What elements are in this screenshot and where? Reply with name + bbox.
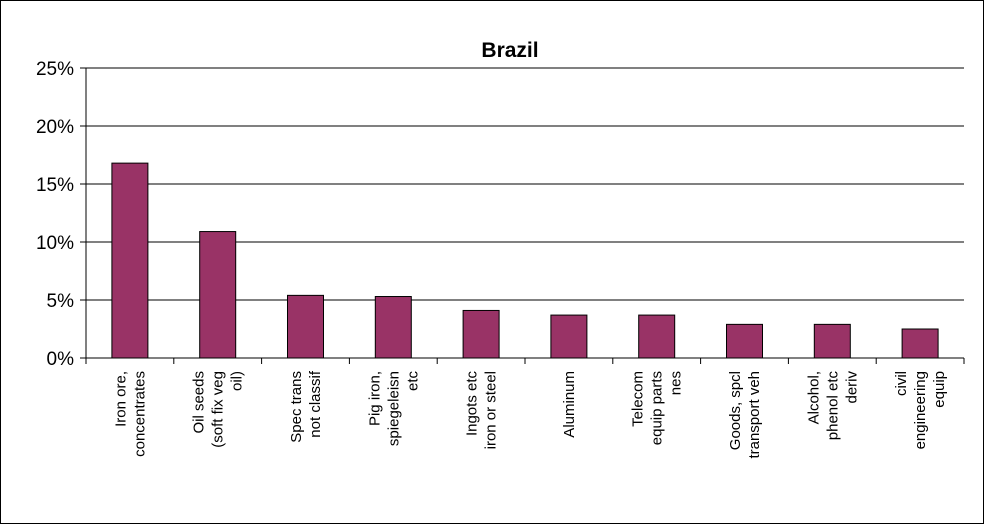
x-tick-label: Iron ore, concentrates (112, 371, 148, 457)
y-tick-label: 20% (36, 117, 74, 138)
x-tick-label-line: oil) (229, 371, 246, 391)
x-tick-label-line: spiegeleisn (385, 371, 402, 446)
x-tick-label-line: Oil seeds (191, 371, 208, 434)
x-tick-label-line: Ingots etc (464, 371, 481, 437)
x-tick-label-line: nes (668, 371, 685, 395)
y-tick-label: 5% (47, 291, 75, 312)
bar (462, 309, 500, 359)
y-tick-label: 10% (36, 233, 74, 254)
y-tick-label: 25% (36, 59, 74, 80)
x-tick-label-line: Spec trans (288, 371, 305, 443)
x-tick-label-line: transport veh (746, 371, 763, 459)
x-tick-label-line: equip (931, 371, 948, 408)
y-tick-labels: 0% 5% 10% 15% 20% 25% (36, 59, 74, 370)
bar (550, 314, 588, 359)
x-tick-label-line: etc (404, 371, 421, 392)
x-tick-label: civil engineering equip (893, 371, 948, 449)
bar (901, 328, 939, 359)
x-tick-label: Alcohol, phenol etc deriv (805, 371, 860, 441)
x-tick-label-line: Aluminum (561, 371, 578, 438)
bars (111, 162, 939, 359)
x-tick-label: Ingots etc iron or steel (464, 371, 500, 450)
x-tick-label-line: deriv (843, 371, 860, 404)
x-tick-label-line: civil (893, 371, 910, 396)
x-tick-label-line: Telecom (630, 371, 647, 427)
bar (111, 162, 149, 359)
x-tick-label-line: (soft fix veg (210, 371, 227, 448)
x-tick-label-line: not classif (307, 370, 324, 438)
bar (374, 296, 412, 359)
x-tick-label: Spec trans not classif (288, 370, 324, 443)
x-tick-label-line: iron or steel (483, 371, 500, 449)
x-tick-label-line: phenol etc (824, 371, 841, 441)
x-tick-label: Telecom equip parts nes (630, 371, 685, 445)
bar (726, 323, 763, 359)
x-tick-label: Aluminum (561, 371, 578, 438)
y-tick-label: 15% (36, 175, 74, 196)
chart-title: Brazil (481, 39, 538, 62)
bar (287, 294, 324, 359)
x-tick-label-line: concentrates (131, 371, 148, 457)
x-tick-label: Goods, spcl transport veh (727, 371, 763, 459)
x-tick-label-line: Alcohol, (805, 371, 822, 424)
bar (199, 231, 237, 359)
bar (638, 314, 676, 359)
x-tick-label-line: engineering (912, 371, 929, 449)
x-tick-labels: Iron ore, concentrates Oil seeds (soft fix … (112, 370, 948, 458)
x-tick-label-line: Goods, spcl (727, 371, 744, 450)
x-tick-label-line: Iron ore, (112, 371, 129, 427)
x-tick-label-line: equip parts (649, 371, 666, 445)
y-tick-label: 0% (47, 349, 75, 370)
bar (813, 323, 851, 359)
x-tick-label-line: Pig iron, (366, 371, 383, 426)
x-tick-label: Oil seeds (soft fix veg oil) (191, 371, 246, 448)
x-tick-label: Pig iron, spiegeleisn etc (366, 371, 421, 447)
